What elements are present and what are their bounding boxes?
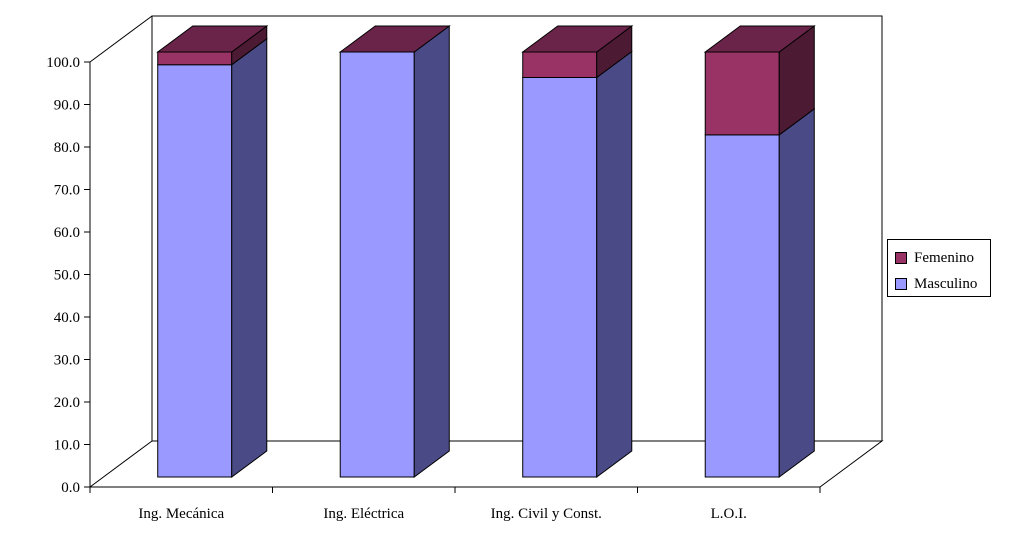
x-tick-label-2: Ing. Civil y Const. bbox=[491, 506, 602, 522]
bar-ing-civil-y-const-top bbox=[521, 25, 634, 53]
bar-ing-mec-nica-femenino-front bbox=[157, 51, 233, 66]
legend: Femenino Masculino bbox=[887, 239, 991, 297]
legend-swatch-masculino bbox=[895, 278, 907, 290]
bar-ing-mec-nica-masculino-front bbox=[157, 64, 233, 478]
x-tick-label-1: Ing. Eléctrica bbox=[323, 506, 404, 522]
y-tick-label-1: 10.0 bbox=[54, 438, 80, 454]
bars bbox=[156, 25, 816, 478]
y-tick-label-0: 0.0 bbox=[61, 480, 80, 496]
legend-swatch-femenino bbox=[895, 252, 907, 264]
bar-ing-el-ctrica-masculino-front bbox=[339, 51, 415, 478]
y-tick-label-4: 40.0 bbox=[54, 310, 80, 326]
legend-label-masculino: Masculino bbox=[914, 275, 978, 292]
x-tick-label-0: Ing. Mecánica bbox=[138, 506, 224, 522]
bar-l-o-i-femenino-front bbox=[704, 51, 780, 136]
bar-ing-el-ctrica-masculino-side bbox=[413, 25, 450, 478]
legend-item-femenino: Femenino bbox=[895, 249, 974, 267]
y-tick-label-2: 20.0 bbox=[54, 395, 80, 411]
y-tick-label-6: 60.0 bbox=[54, 225, 80, 241]
bar-ing-civil-y-const-masculino-side bbox=[596, 50, 633, 478]
y-tick-label-9: 90.0 bbox=[54, 98, 80, 114]
floor-left-edge bbox=[89, 440, 153, 488]
axes: 0.0 10.0 20.0 30.0 40.0 50.0 60.0 70.0 80.0 90.0 1… bbox=[46, 55, 821, 522]
bar-l-o-i-top bbox=[703, 25, 816, 53]
y-tick-label-3: 30.0 bbox=[54, 353, 80, 369]
bar-l-o-i-masculino-front bbox=[704, 134, 780, 478]
y-tick-label-10: 100.0 bbox=[46, 55, 80, 71]
y-tick-label-7: 70.0 bbox=[54, 183, 80, 199]
bar-l-o-i-masculino-side bbox=[778, 107, 815, 478]
side-wall-top-edge bbox=[89, 15, 153, 63]
bar-ing-civil-y-const-masculino-front bbox=[522, 77, 598, 478]
legend-item-masculino: Masculino bbox=[895, 275, 977, 293]
bar-ing-mec-nica-masculino-side bbox=[231, 37, 268, 478]
y-tick-label-5: 50.0 bbox=[54, 268, 80, 284]
back-wall bbox=[151, 15, 883, 441]
bar-ing-civil-y-const-femenino-front bbox=[522, 51, 598, 78]
bar-ing-mec-nica-top bbox=[156, 25, 269, 53]
legend-label-femenino: Femenino bbox=[914, 249, 974, 266]
x-tick-label-3: L.O.I. bbox=[711, 506, 747, 522]
bar-ing-el-ctrica-top bbox=[338, 25, 451, 53]
y-tick-label-8: 80.0 bbox=[54, 140, 80, 156]
